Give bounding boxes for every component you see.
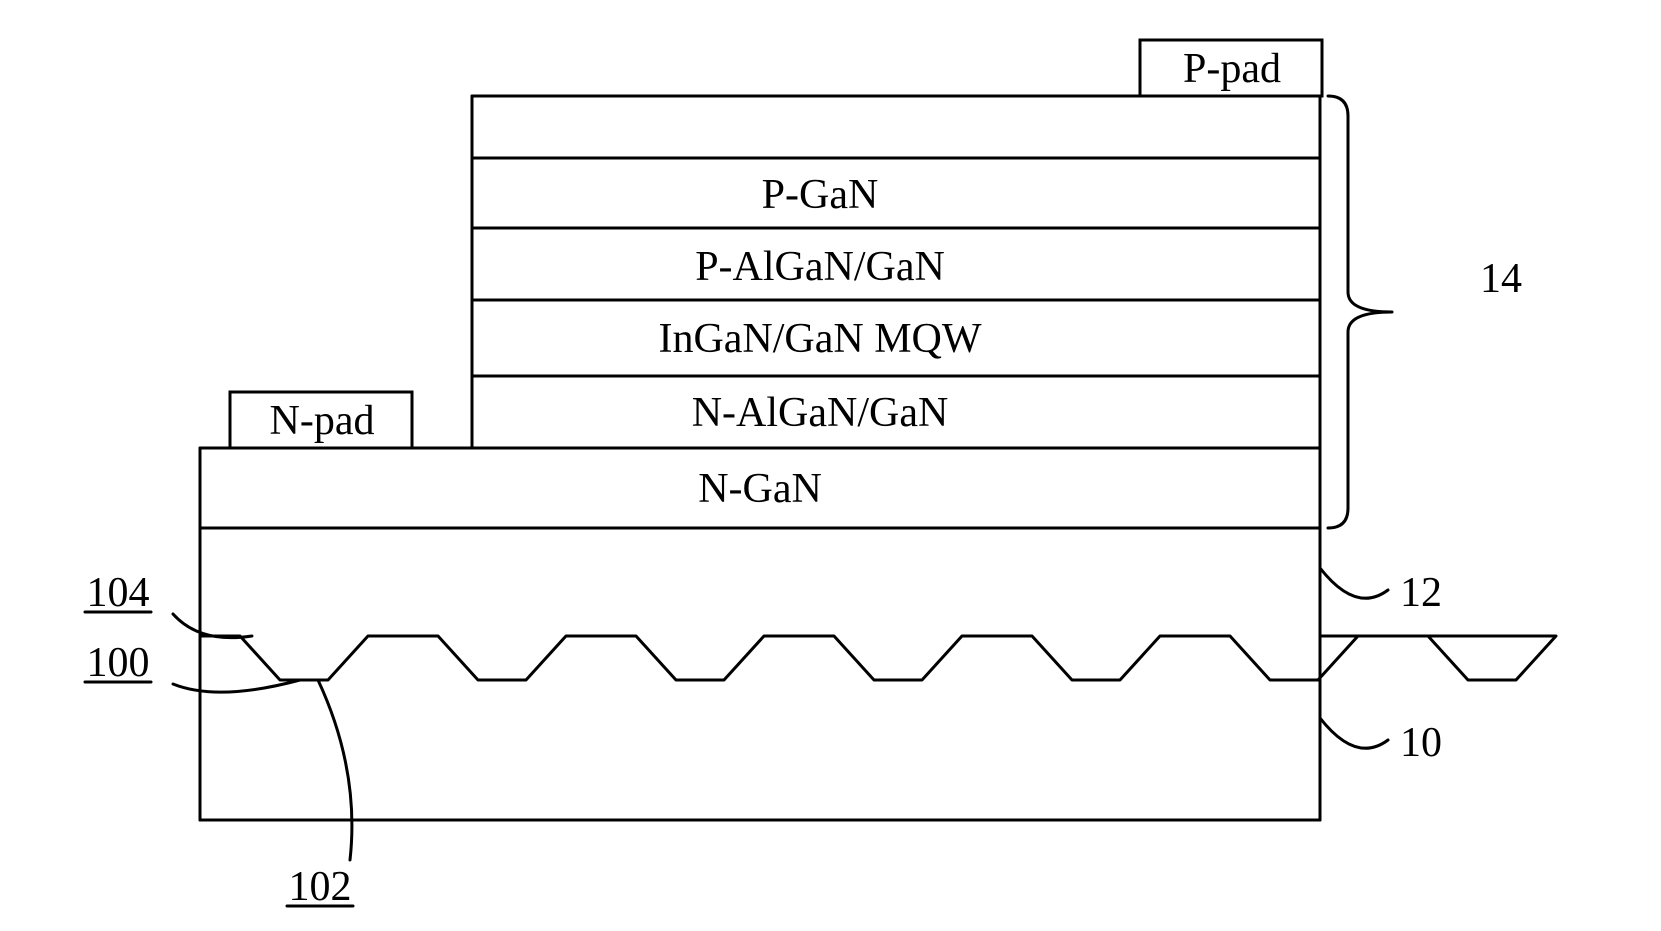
label-text: 12 <box>1400 570 1442 616</box>
label-text: P-AlGaN/GaN <box>695 244 945 290</box>
label-text: InGaN/GaN MQW <box>658 316 981 362</box>
label-text: 104 <box>87 570 150 616</box>
diagram-text: P-GaN P-AlGaN/GaN InGaN/GaN MQW N-AlGaN/GaN… <box>87 46 1523 910</box>
label-text: 100 <box>87 640 150 686</box>
label-text: N-pad <box>270 398 375 444</box>
label-text: 10 <box>1400 720 1442 766</box>
label-text: 102 <box>289 864 352 910</box>
label-text: P-GaN <box>762 172 879 218</box>
label-text: N-AlGaN/GaN <box>692 390 949 436</box>
label-text: 14 <box>1480 256 1522 302</box>
label-text: P-pad <box>1183 46 1281 92</box>
label-text: N-GaN <box>698 466 822 512</box>
